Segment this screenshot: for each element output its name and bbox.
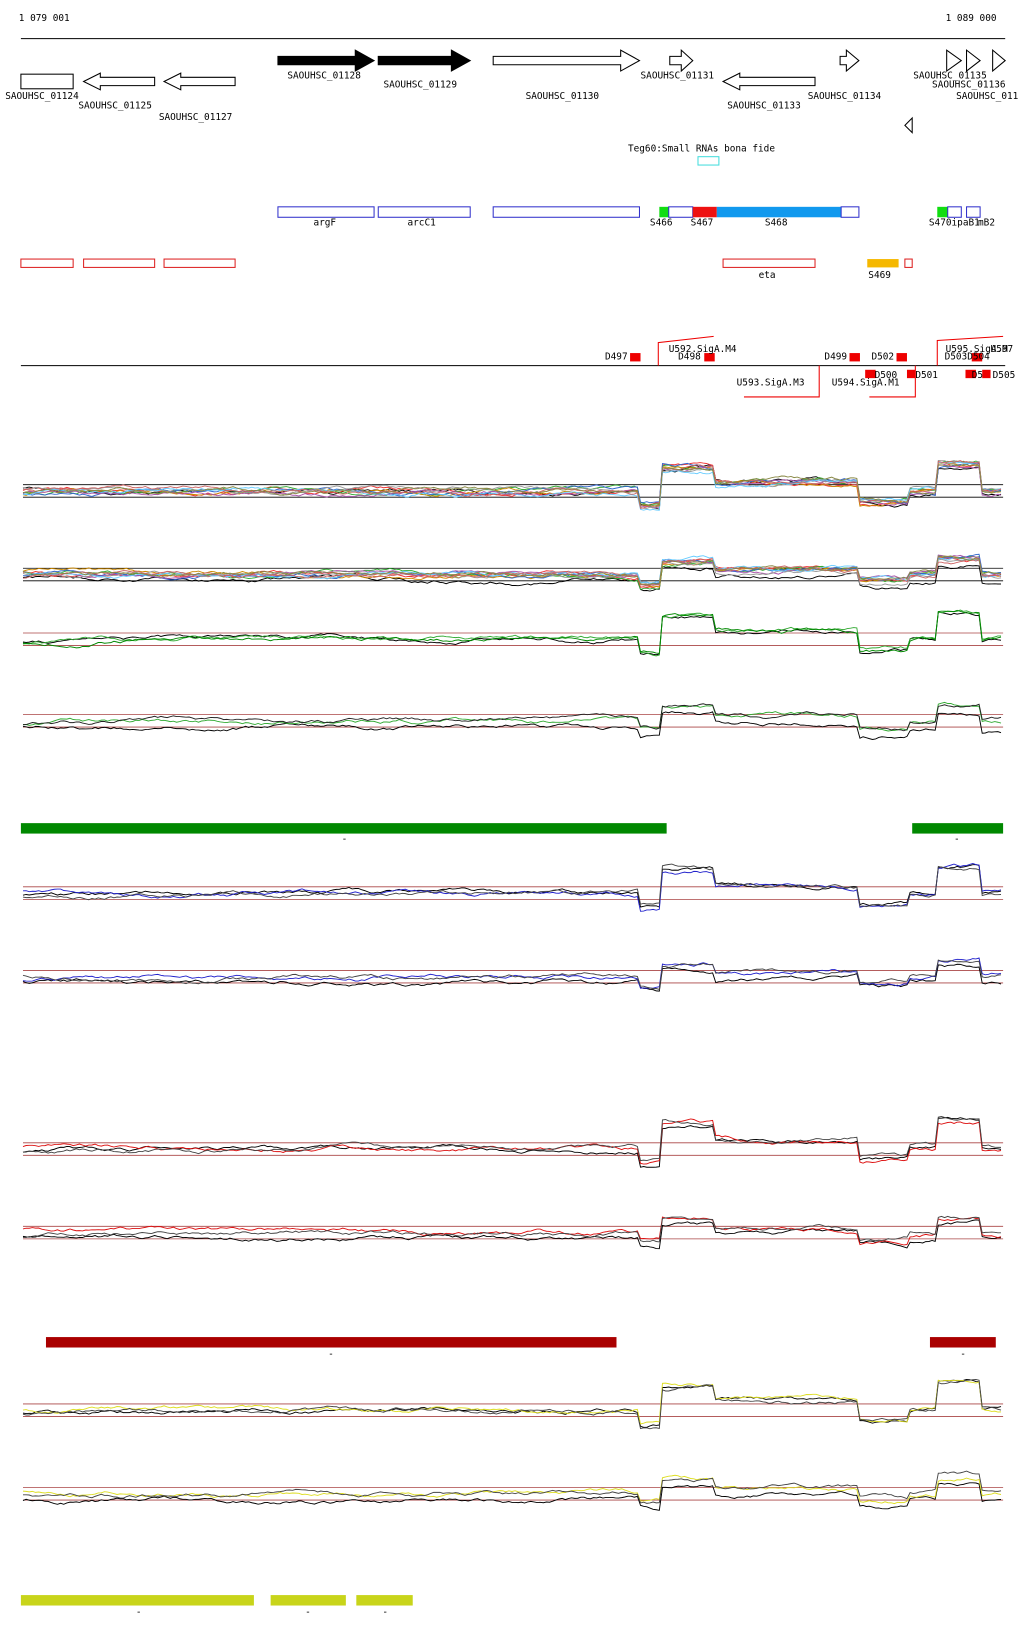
signal [22, 863, 1002, 908]
genes [20, 48, 1007, 134]
ruler-start: 1 079 001 [19, 13, 70, 24]
site-label: D501 [915, 370, 938, 381]
srna-box [697, 156, 720, 166]
signal [22, 553, 1002, 584]
gene-label: SAOUHSC_01131 [641, 70, 715, 81]
gene-label: SAOUHSC_01136 [932, 80, 1006, 91]
signal [22, 1115, 1002, 1162]
signal [22, 963, 1002, 992]
signal [22, 862, 1002, 912]
gene-label: SAOUHSC_01127 [159, 112, 233, 123]
site-label: D498 [678, 351, 701, 362]
bar-label: - [305, 1607, 311, 1618]
signal [22, 1215, 1002, 1243]
feature-label: argF [313, 218, 336, 229]
feature-boxes [277, 206, 981, 218]
site-label: D497 [605, 351, 628, 362]
site-label: U593.SigA.M3 [737, 377, 805, 388]
signal [22, 459, 1002, 510]
signal [22, 461, 1002, 511]
signal [22, 1379, 1002, 1425]
site-label: D5 [972, 370, 983, 381]
gene-label: SAOUHSC_01125 [78, 101, 152, 112]
signal [22, 1219, 1002, 1250]
gene-label: SAOUHSC_01133 [727, 101, 801, 112]
signal [22, 1482, 1002, 1511]
feature-label: S468 [765, 218, 788, 229]
srna-label: Teg60:Small RNAs bona fide [628, 143, 775, 154]
signal [22, 558, 1002, 586]
signal [22, 959, 1002, 991]
signal [22, 701, 1002, 732]
signal [22, 565, 1002, 592]
signal [22, 1116, 1002, 1168]
bar-label: - [328, 1349, 334, 1360]
region-bars [20, 823, 1004, 1606]
region-boxes [20, 258, 913, 268]
signal [22, 555, 1002, 586]
site-label: D502 [871, 351, 894, 362]
signal [22, 1379, 1002, 1430]
site-label: D503D504 [945, 351, 991, 362]
site-label: U592.SigA.M4 [669, 344, 737, 355]
bar-label: - [382, 1607, 388, 1618]
feature-label: S470ipaB1 [929, 218, 980, 229]
ruler-end: 1 089 000 [946, 13, 997, 24]
bar-label: - [954, 834, 960, 845]
signal [22, 703, 1002, 732]
bar-label: - [136, 1607, 142, 1618]
feature-label: S466 [650, 218, 673, 229]
feature-label: arcC1 [408, 218, 437, 229]
signal [22, 1118, 1002, 1165]
signal [22, 464, 1002, 509]
site-label: D505 [993, 370, 1016, 381]
site-label: D499 [824, 351, 847, 362]
signal [22, 609, 1002, 654]
site-marks [630, 353, 991, 379]
site-label: U595.SigA.M [946, 344, 1009, 355]
gene-label: SAOUHSC_01124 [5, 91, 79, 102]
signal [22, 711, 1002, 740]
gene-label: SAOUHSC_011 [956, 91, 1019, 102]
site-lines [657, 335, 1004, 398]
site-label: D500 [875, 370, 898, 381]
signal [22, 556, 1002, 589]
signal [22, 461, 1002, 507]
bar-label: - [342, 834, 348, 845]
bar-label: - [960, 1349, 966, 1360]
region-label: S469 [868, 270, 891, 281]
gene-label: SAOUHSC_01130 [526, 91, 600, 102]
signal [22, 1216, 1002, 1246]
gene-label: SAOUHSC_01135 [913, 70, 987, 81]
signal [22, 1474, 1002, 1505]
feature-label: mB2 [978, 218, 995, 229]
signal [22, 1470, 1002, 1504]
gene-label: SAOUHSC_01129 [383, 80, 457, 91]
signal [22, 864, 1002, 908]
signal [22, 460, 1002, 509]
feature-label: S467 [691, 218, 714, 229]
signal-tracks [22, 459, 1004, 1511]
signal [22, 611, 1002, 656]
region-label: eta [759, 270, 776, 281]
signal [22, 463, 1002, 508]
signal [22, 1379, 1002, 1428]
site-label: U594.SigA.M1 [832, 377, 900, 388]
gene-label: SAOUHSC_01134 [808, 91, 882, 102]
site-label: U597 [991, 344, 1014, 355]
gene-label: SAOUHSC_01128 [287, 70, 361, 81]
